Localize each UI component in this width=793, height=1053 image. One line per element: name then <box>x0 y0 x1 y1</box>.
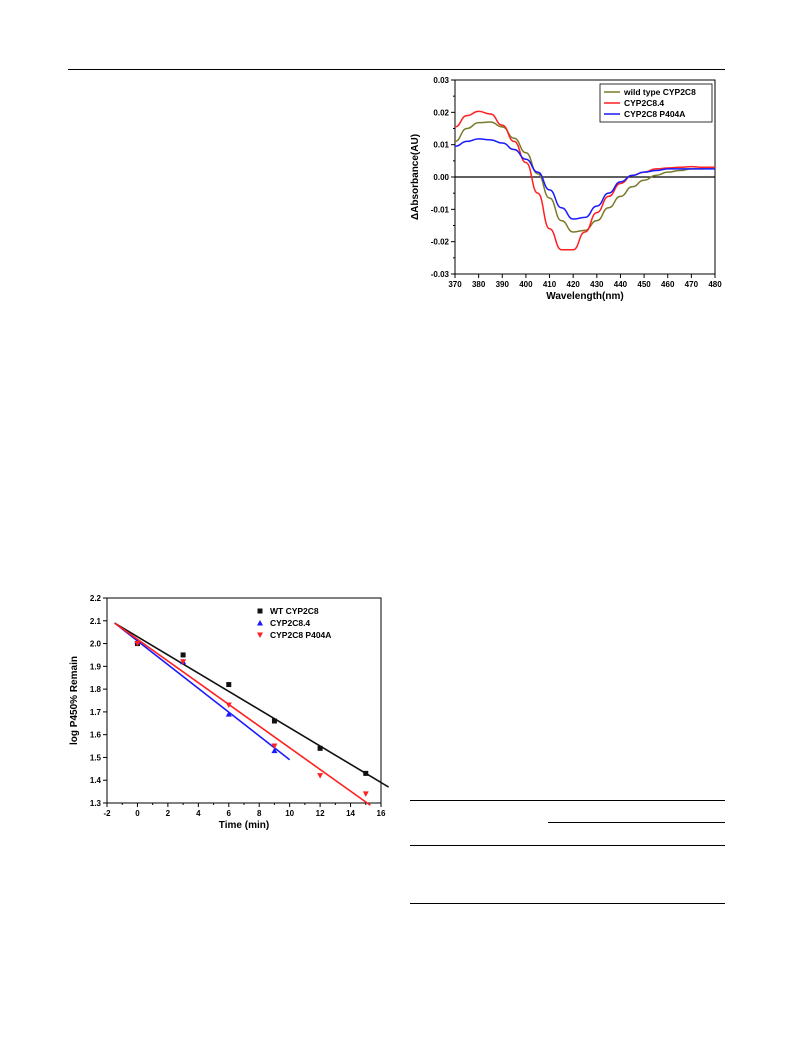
x-tick-label: 400 <box>519 280 533 289</box>
table-header-rule <box>410 845 725 846</box>
y-tick-label: -0.02 <box>431 238 450 247</box>
x-tick-label: 14 <box>346 809 355 818</box>
x-axis-label: Wavelength(nm) <box>546 291 623 302</box>
data-point <box>271 747 278 754</box>
x-axis-label: Time (min) <box>219 820 269 831</box>
y-tick-label: 0.01 <box>433 141 449 150</box>
y-tick-label: 2.0 <box>90 640 102 649</box>
header-rule <box>68 69 725 70</box>
data-point <box>226 682 232 688</box>
y-tick-label: 1.9 <box>90 662 102 671</box>
x-tick-label: 2 <box>166 809 171 818</box>
x-tick-label: 470 <box>685 280 699 289</box>
series-line <box>454 138 715 220</box>
data-point <box>363 770 369 776</box>
x-tick-label: -2 <box>103 809 111 818</box>
x-tick-label: 430 <box>590 280 604 289</box>
y-tick-label: 0.02 <box>433 108 449 117</box>
x-tick-label: 16 <box>377 809 386 818</box>
data-point <box>317 773 324 779</box>
data-point <box>180 659 187 665</box>
fit-line <box>114 622 291 761</box>
data-point <box>257 620 263 626</box>
x-tick-label: 10 <box>285 809 294 818</box>
series-line <box>454 121 716 233</box>
data-point <box>225 702 232 709</box>
fit-line <box>114 622 390 788</box>
y-tick-label: 2.2 <box>90 594 102 603</box>
legend-label: CYP2C8 P404A <box>624 109 685 119</box>
y-tick-label: 1.7 <box>90 708 102 717</box>
x-tick-label: 0 <box>135 809 140 818</box>
legend-label: CYP2C8.4 <box>624 98 664 108</box>
x-tick-label: 12 <box>316 809 325 818</box>
y-tick-label: -0.01 <box>431 205 450 214</box>
x-tick-label: 420 <box>567 280 581 289</box>
table-subheader-rule <box>548 822 725 823</box>
data-point <box>180 652 186 658</box>
y-tick-label: 1.8 <box>90 685 102 694</box>
y-tick-label: 2.1 <box>90 617 102 626</box>
data-point <box>362 791 369 797</box>
y-tick-label: 1.6 <box>90 731 102 740</box>
legend-label: WT CYP2C8 <box>270 606 319 616</box>
x-tick-label: 480 <box>708 280 722 289</box>
y-tick-label: 1.3 <box>90 799 102 808</box>
y-tick-label: 0.00 <box>433 173 449 182</box>
data-point <box>257 608 263 614</box>
series-line <box>454 110 715 251</box>
x-tick-label: 410 <box>543 280 557 289</box>
legend-label: wild type CYP2C8 <box>623 87 696 97</box>
x-tick-label: 4 <box>196 809 201 818</box>
y-tick-label: 1.4 <box>90 776 102 785</box>
data-point <box>317 745 323 751</box>
x-tick-label: 450 <box>637 280 651 289</box>
y-tick-label: 1.5 <box>90 753 102 762</box>
x-tick-label: 370 <box>448 280 462 289</box>
data-point <box>257 632 263 638</box>
legend-label: CYP2C8.4 <box>270 618 310 628</box>
y-axis-label: log P450% Remain <box>69 656 80 745</box>
x-tick-label: 390 <box>496 280 510 289</box>
table-bottom-rule <box>410 903 725 904</box>
x-tick-label: 380 <box>472 280 486 289</box>
y-axis-label: ΔAbsorbance(AU) <box>410 134 421 220</box>
y-tick-label: 0.03 <box>433 76 449 85</box>
x-tick-label: 6 <box>227 809 232 818</box>
x-tick-label: 460 <box>661 280 675 289</box>
x-tick-label: 8 <box>257 809 262 818</box>
fit-line <box>114 622 371 806</box>
data-point <box>225 711 232 717</box>
data-point <box>134 641 141 647</box>
legend-label: CYP2C8 P404A <box>270 630 331 640</box>
data-point <box>271 743 278 750</box>
x-tick-label: 440 <box>614 280 628 289</box>
y-tick-label: -0.03 <box>431 270 450 279</box>
table-top-rule <box>410 800 725 801</box>
data-point <box>271 718 277 724</box>
